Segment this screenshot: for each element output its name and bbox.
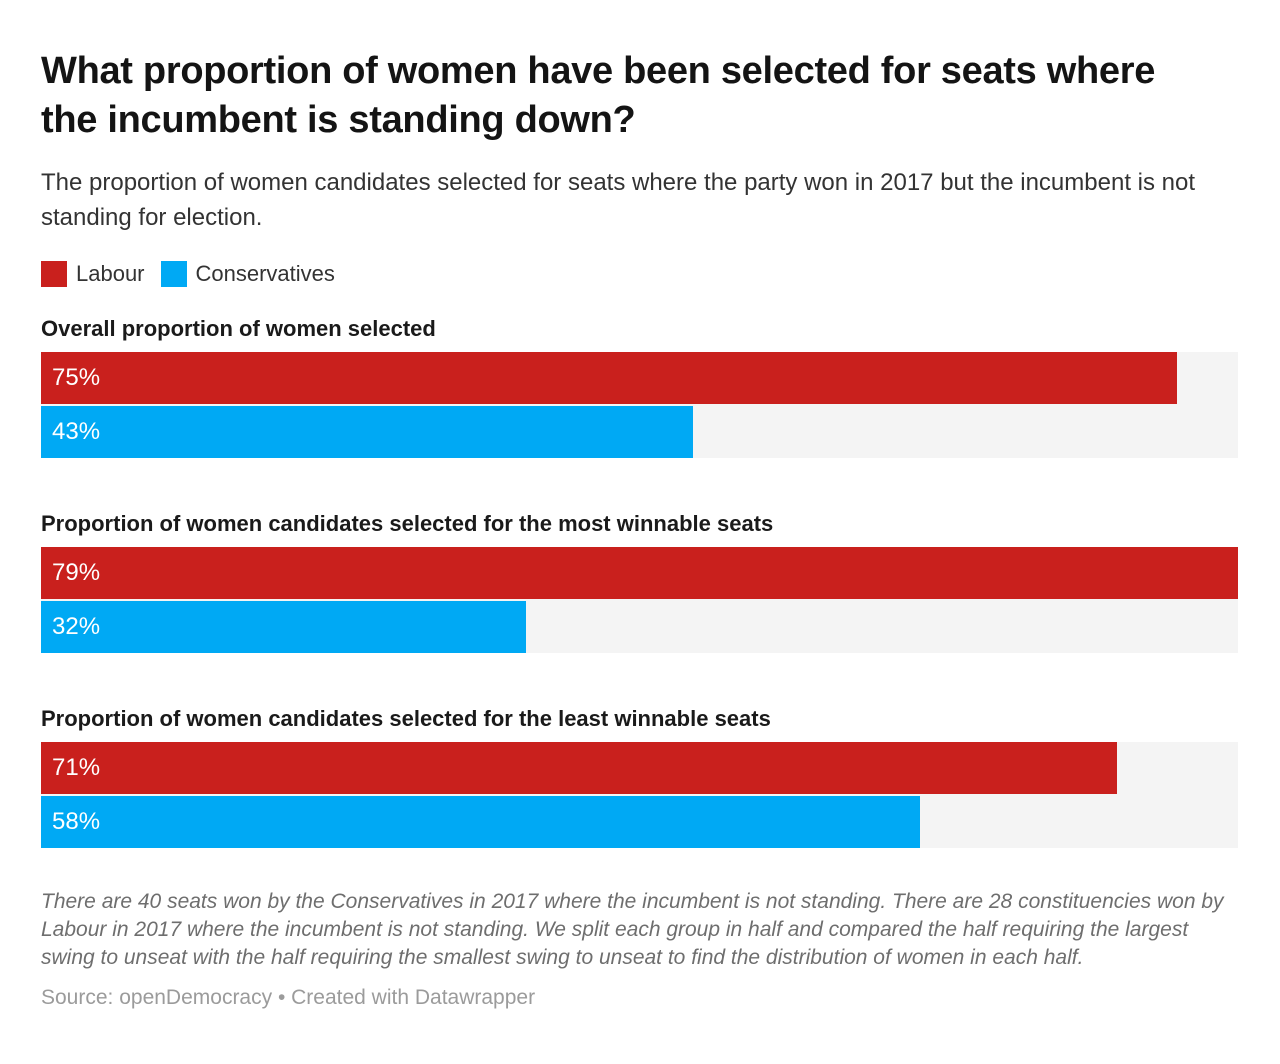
- chart-title: What proportion of women have been selec…: [41, 50, 1156, 141]
- bar-value-label: 79%: [52, 559, 101, 586]
- bar-value-label: 75%: [52, 364, 101, 391]
- bar-row-conservatives: 32%: [41, 601, 1238, 653]
- bar-row-conservatives: 58%: [41, 796, 1238, 848]
- chart-subtitle: The proportion of women candidates selec…: [41, 169, 1196, 231]
- bar-row-labour: 75%: [41, 352, 1238, 404]
- legend-swatch-conservatives: [160, 261, 187, 287]
- bar-group-label: Proportion of women candidates selected …: [41, 511, 774, 536]
- legend-item-labour: Labour: [41, 261, 145, 287]
- bar-group-1: Proportion of women candidates selected …: [41, 510, 1238, 653]
- chart-footnote: There are 40 seats won by the Conservati…: [41, 890, 1224, 969]
- bar-row-conservatives: 43%: [41, 406, 1238, 458]
- bar-conservatives: 58%: [41, 796, 920, 848]
- bar-value-label: 43%: [52, 418, 101, 445]
- bar-group-label: Overall proportion of women selected: [41, 316, 436, 341]
- legend-label: Labour: [76, 261, 145, 286]
- bar-group-label: Proportion of women candidates selected …: [41, 706, 771, 731]
- bar-labour: 75%: [41, 352, 1178, 404]
- bar-value-label: 32%: [52, 613, 101, 640]
- bar-conservatives: 43%: [41, 406, 693, 458]
- bar-conservatives: 32%: [41, 601, 526, 653]
- legend: Labour Conservatives: [41, 261, 1238, 287]
- bar-value-label: 71%: [52, 754, 101, 781]
- bar-value-label: 58%: [52, 808, 101, 835]
- bar-group-0: Overall proportion of women selected 75% 4…: [41, 315, 1238, 458]
- source-line: Source: openDemocracy • Created with Dat…: [41, 986, 536, 1009]
- bar-chart: Overall proportion of women selected 75% 4…: [41, 315, 1238, 848]
- bar-track: 79% 32%: [41, 547, 1238, 653]
- bar-row-labour: 71%: [41, 742, 1238, 794]
- bar-track: 71% 58%: [41, 742, 1238, 848]
- bar-labour: 79%: [41, 547, 1238, 599]
- bar-row-labour: 79%: [41, 547, 1238, 599]
- legend-swatch-labour: [41, 261, 67, 287]
- bar-track: 75% 43%: [41, 352, 1238, 458]
- bar-group-2: Proportion of women candidates selected …: [41, 705, 1238, 848]
- bar-labour: 71%: [41, 742, 1117, 794]
- legend-label: Conservatives: [195, 261, 335, 286]
- legend-item-conservatives: Conservatives: [160, 261, 335, 287]
